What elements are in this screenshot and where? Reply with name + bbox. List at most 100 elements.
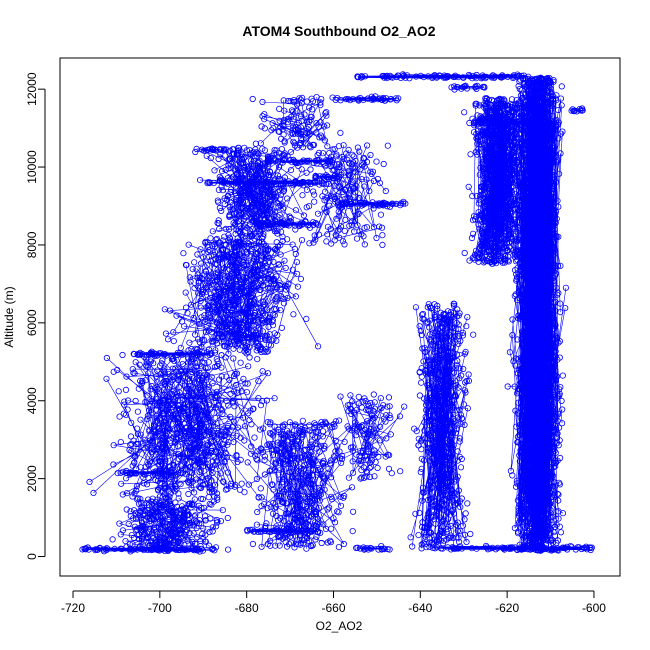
data-point bbox=[162, 417, 170, 424]
data-point bbox=[234, 458, 241, 465]
data-point bbox=[248, 443, 255, 450]
data-point bbox=[235, 292, 242, 299]
data-point bbox=[470, 331, 477, 338]
data-point bbox=[380, 160, 387, 168]
data-point bbox=[243, 346, 250, 354]
data-point bbox=[416, 509, 423, 517]
data-point bbox=[294, 283, 301, 290]
data-point bbox=[212, 255, 219, 262]
data-point bbox=[208, 477, 215, 484]
data-point bbox=[349, 527, 356, 535]
data-point bbox=[259, 368, 266, 375]
data-point bbox=[222, 225, 229, 232]
data-point bbox=[169, 365, 176, 372]
data-point bbox=[131, 370, 138, 377]
data-point bbox=[161, 440, 168, 448]
data-point bbox=[219, 407, 226, 414]
data-point bbox=[173, 312, 180, 319]
data-point bbox=[198, 453, 205, 460]
data-point bbox=[196, 506, 203, 513]
data-point bbox=[194, 271, 201, 278]
data-point bbox=[277, 286, 284, 293]
data-point bbox=[177, 409, 184, 416]
data-point bbox=[193, 380, 200, 387]
data-point bbox=[161, 306, 168, 313]
data-point bbox=[203, 374, 210, 381]
data-point bbox=[231, 403, 238, 410]
data-point bbox=[212, 347, 219, 354]
data-point bbox=[263, 306, 271, 313]
data-point bbox=[183, 512, 190, 519]
data-point bbox=[289, 266, 296, 273]
data-point bbox=[121, 401, 128, 408]
data-point bbox=[225, 402, 232, 409]
data-point bbox=[209, 458, 216, 465]
data-point bbox=[377, 211, 384, 218]
data-point bbox=[207, 235, 214, 242]
data-point bbox=[245, 348, 252, 356]
data-point bbox=[153, 507, 160, 514]
data-point bbox=[282, 282, 289, 289]
data-point bbox=[309, 188, 317, 195]
data-point bbox=[121, 398, 128, 405]
data-point bbox=[251, 434, 258, 441]
data-point bbox=[211, 249, 219, 256]
data-point bbox=[136, 536, 143, 543]
data-point bbox=[192, 512, 199, 519]
data-point bbox=[462, 510, 469, 517]
data-point bbox=[237, 238, 244, 245]
data-point bbox=[127, 433, 135, 440]
data-point bbox=[170, 337, 177, 345]
data-point bbox=[148, 382, 155, 390]
data-point bbox=[151, 446, 158, 454]
data-point bbox=[243, 315, 250, 322]
data-point bbox=[235, 340, 242, 347]
data-point bbox=[130, 515, 137, 522]
data-point bbox=[184, 309, 191, 317]
data-point bbox=[276, 105, 283, 113]
data-point bbox=[185, 419, 193, 427]
data-point bbox=[341, 227, 348, 234]
data-point bbox=[265, 336, 272, 343]
data-point bbox=[272, 295, 279, 302]
data-point bbox=[268, 337, 276, 344]
data-point bbox=[246, 354, 253, 361]
data-point bbox=[252, 339, 259, 346]
data-point bbox=[212, 404, 219, 411]
data-point bbox=[126, 446, 133, 454]
data-point bbox=[158, 455, 165, 463]
data-point bbox=[231, 244, 238, 251]
data-point bbox=[147, 510, 154, 518]
data-point bbox=[205, 423, 212, 430]
data-point bbox=[179, 451, 186, 458]
data-point bbox=[214, 308, 221, 315]
data-point bbox=[222, 252, 229, 259]
data-point bbox=[217, 470, 224, 477]
data-point bbox=[299, 417, 306, 424]
data-point bbox=[145, 528, 153, 536]
data-point bbox=[128, 419, 135, 426]
data-point bbox=[260, 240, 267, 247]
data-point bbox=[175, 469, 182, 476]
data-point bbox=[237, 290, 244, 298]
data-point bbox=[407, 534, 414, 541]
data-point bbox=[245, 363, 252, 370]
data-point bbox=[181, 323, 188, 330]
data-point bbox=[210, 487, 217, 495]
data-point bbox=[209, 524, 216, 531]
data-point bbox=[192, 447, 199, 454]
data-point bbox=[246, 416, 253, 424]
data-point bbox=[123, 373, 130, 380]
data-point bbox=[249, 95, 256, 103]
data-point bbox=[209, 528, 216, 535]
data-point bbox=[292, 250, 299, 258]
data-point bbox=[165, 336, 172, 343]
data-point bbox=[194, 251, 201, 258]
data-point bbox=[277, 307, 284, 314]
data-point bbox=[153, 529, 160, 536]
data-point bbox=[191, 416, 198, 423]
data-point bbox=[172, 499, 179, 506]
data-point bbox=[218, 334, 225, 341]
data-point bbox=[211, 295, 218, 302]
data-point bbox=[188, 397, 195, 404]
